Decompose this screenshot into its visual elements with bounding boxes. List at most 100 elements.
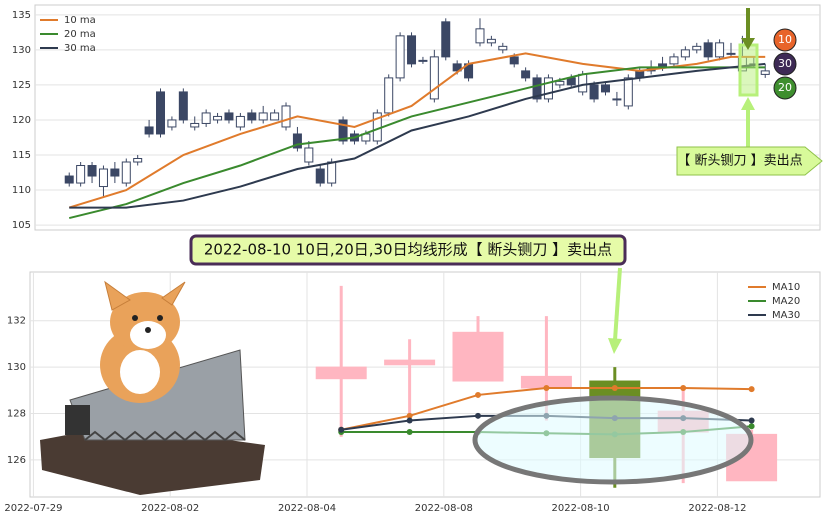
ma-point: [338, 426, 345, 433]
candle-body: [190, 122, 200, 128]
candle-body: [395, 35, 405, 79]
y-tick-label: 105: [12, 220, 31, 231]
illustration: [40, 280, 265, 495]
ma-point: [611, 384, 618, 391]
candle-body: [543, 77, 553, 100]
candle-body: [555, 80, 565, 86]
ma-point: [475, 412, 482, 419]
corgi-eye: [157, 315, 163, 321]
candle-body: [715, 42, 725, 58]
arrow-head: [608, 338, 622, 354]
candle-body: [521, 70, 531, 79]
candle-body: [692, 45, 702, 51]
arrow: [613, 267, 622, 341]
candle-body: [509, 56, 519, 65]
cleaver-base: [40, 425, 265, 495]
candle-body: [384, 359, 436, 366]
corgi-ear: [161, 281, 186, 306]
candle-body: [429, 56, 439, 100]
corgi-ear: [104, 280, 131, 311]
candle-body: [224, 112, 234, 121]
candle-body: [760, 70, 770, 75]
annotation-box: [676, 146, 823, 176]
candle-body: [407, 35, 417, 65]
candle-body: [703, 42, 713, 58]
y-tick-label: 130: [7, 362, 26, 373]
candle-body: [213, 115, 223, 121]
arrow-head: [741, 97, 755, 110]
banner-title: 2022-08-10 10日,20日,30日均线形成【 断头铡刀 】卖出点: [204, 241, 612, 259]
candle-body: [475, 28, 485, 44]
legend-label: MA30: [772, 310, 800, 321]
legend-label: 10 ma: [64, 15, 96, 26]
banner-box: [189, 234, 627, 266]
badge: [773, 28, 797, 52]
x-tick-label: 2022-07-29: [4, 503, 62, 514]
x-tick-label: 2022-08-10: [552, 503, 610, 514]
badge: [773, 52, 797, 76]
ma-point: [475, 391, 482, 398]
cleaver-teeth: [84, 430, 246, 442]
highlight-box: [738, 43, 759, 97]
candle-body: [201, 112, 211, 124]
ma-point: [748, 417, 755, 424]
candle-body: [669, 56, 679, 65]
y-tick-label: 115: [12, 150, 31, 161]
candle-body: [566, 77, 576, 86]
candle-body: [235, 115, 245, 128]
ma-point: [406, 429, 413, 436]
y-tick-label: 135: [12, 10, 31, 21]
candle-body: [486, 38, 496, 44]
candle-body: [498, 45, 508, 51]
candle-body: [600, 84, 610, 93]
candle-body: [167, 119, 177, 128]
candle-body: [327, 161, 337, 184]
candle-body: [623, 77, 633, 107]
y-tick-label: 126: [7, 455, 26, 466]
candle-body: [589, 84, 599, 100]
candle-body: [121, 161, 131, 184]
y-tick-label: 130: [12, 45, 31, 56]
candle-body: [452, 331, 504, 382]
legend-label: 20 ma: [64, 29, 96, 40]
legend-label: MA20: [772, 296, 800, 307]
candle-body: [292, 133, 302, 149]
y-tick-label: 128: [7, 408, 26, 419]
candle-body: [315, 366, 367, 380]
candle-body: [384, 77, 394, 114]
ma-point: [748, 386, 755, 393]
x-tick-label: 2022-08-02: [141, 503, 199, 514]
x-tick-label: 2022-08-08: [415, 503, 473, 514]
ma-point: [543, 384, 550, 391]
ma-point: [406, 417, 413, 424]
y-tick-label: 132: [7, 316, 26, 327]
candle-body: [76, 165, 86, 184]
legend-label: MA10: [772, 282, 800, 293]
candle-body: [315, 168, 325, 184]
badge-label: 10: [778, 33, 792, 46]
corgi-nose: [145, 327, 151, 333]
y-tick-label: 120: [12, 115, 31, 126]
x-tick-label: 2022-08-12: [688, 503, 746, 514]
corgi-muzzle: [130, 321, 166, 349]
candle-body: [532, 77, 542, 100]
corgi-eye: [132, 315, 138, 321]
ma-line: [68, 52, 766, 209]
badge-label: 20: [778, 81, 792, 94]
top-frame: [34, 4, 821, 231]
candle-body: [281, 105, 291, 128]
ma-line: [68, 66, 766, 220]
candle-body: [156, 91, 166, 135]
y-tick-label: 125: [12, 80, 31, 91]
cleaver-handle: [65, 405, 90, 435]
ma-line: [69, 62, 766, 209]
candle-body: [418, 59, 428, 62]
annotation-label: 【 断头铡刀 】卖出点: [677, 154, 802, 169]
candle-body: [441, 21, 451, 58]
candle-body: [304, 147, 314, 163]
candle-body: [258, 112, 268, 121]
candle-body: [270, 112, 280, 121]
candle-body: [110, 168, 120, 177]
ma-point: [748, 423, 755, 430]
candle-body: [64, 175, 74, 184]
